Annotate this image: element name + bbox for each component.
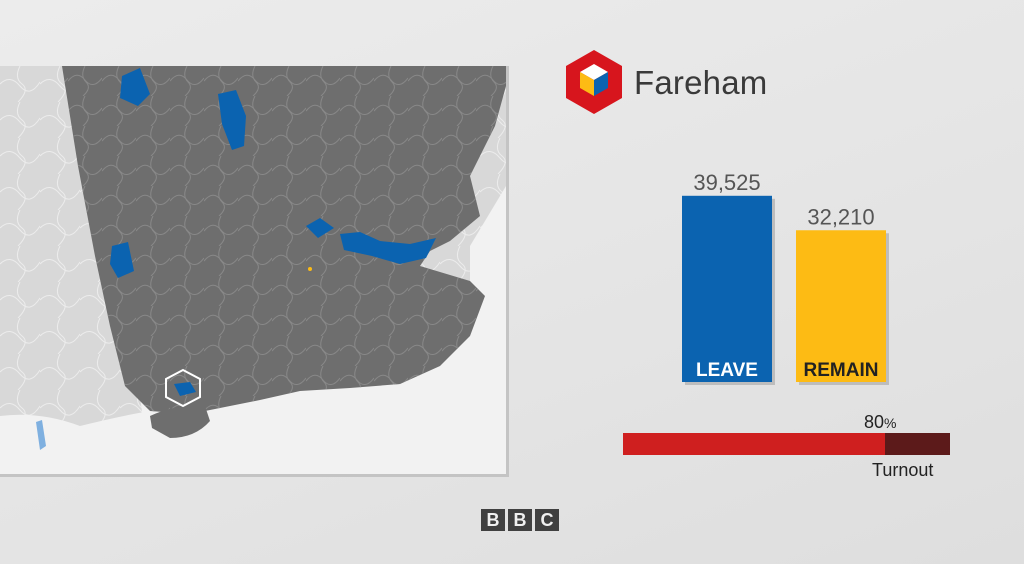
bar-value-label: 32,210 xyxy=(807,204,874,229)
leave-area xyxy=(340,232,436,264)
island xyxy=(150,405,210,438)
leave-area xyxy=(120,68,150,106)
leave-area xyxy=(174,382,196,396)
bbc-logo: B B C xyxy=(481,509,559,531)
turnout-fill xyxy=(623,433,885,455)
bbc-logo-letter: B xyxy=(481,509,505,531)
bar-value-label: 39,525 xyxy=(693,170,760,195)
leave-area xyxy=(110,242,134,278)
city-marker xyxy=(308,267,312,271)
turnout-unit: % xyxy=(884,415,897,431)
bar-category-label: LEAVE xyxy=(696,360,758,381)
leave-area xyxy=(218,90,246,150)
region-map xyxy=(0,66,506,474)
results-logo-icon xyxy=(566,50,622,114)
bar-remain xyxy=(796,230,886,382)
constituency-name: Fareham xyxy=(634,64,768,101)
leave-area xyxy=(306,218,334,238)
bbc-logo-letter: C xyxy=(535,509,559,531)
bar-leave xyxy=(682,195,772,382)
hexagon-marker-icon xyxy=(165,368,201,408)
bbc-logo-letter: B xyxy=(508,509,532,531)
map-panel xyxy=(0,66,509,477)
turnout-value: 80% xyxy=(864,412,896,433)
bar-category-label: REMAIN xyxy=(804,360,879,381)
region-borders xyxy=(62,66,506,414)
turnout-number: 80 xyxy=(864,412,885,432)
turnout-label: Turnout xyxy=(872,460,934,480)
leave-area xyxy=(36,420,46,450)
turnout-bar xyxy=(623,433,950,455)
results-bar-chart: 39,525 LEAVE 32,210 REMAIN xyxy=(682,170,889,385)
